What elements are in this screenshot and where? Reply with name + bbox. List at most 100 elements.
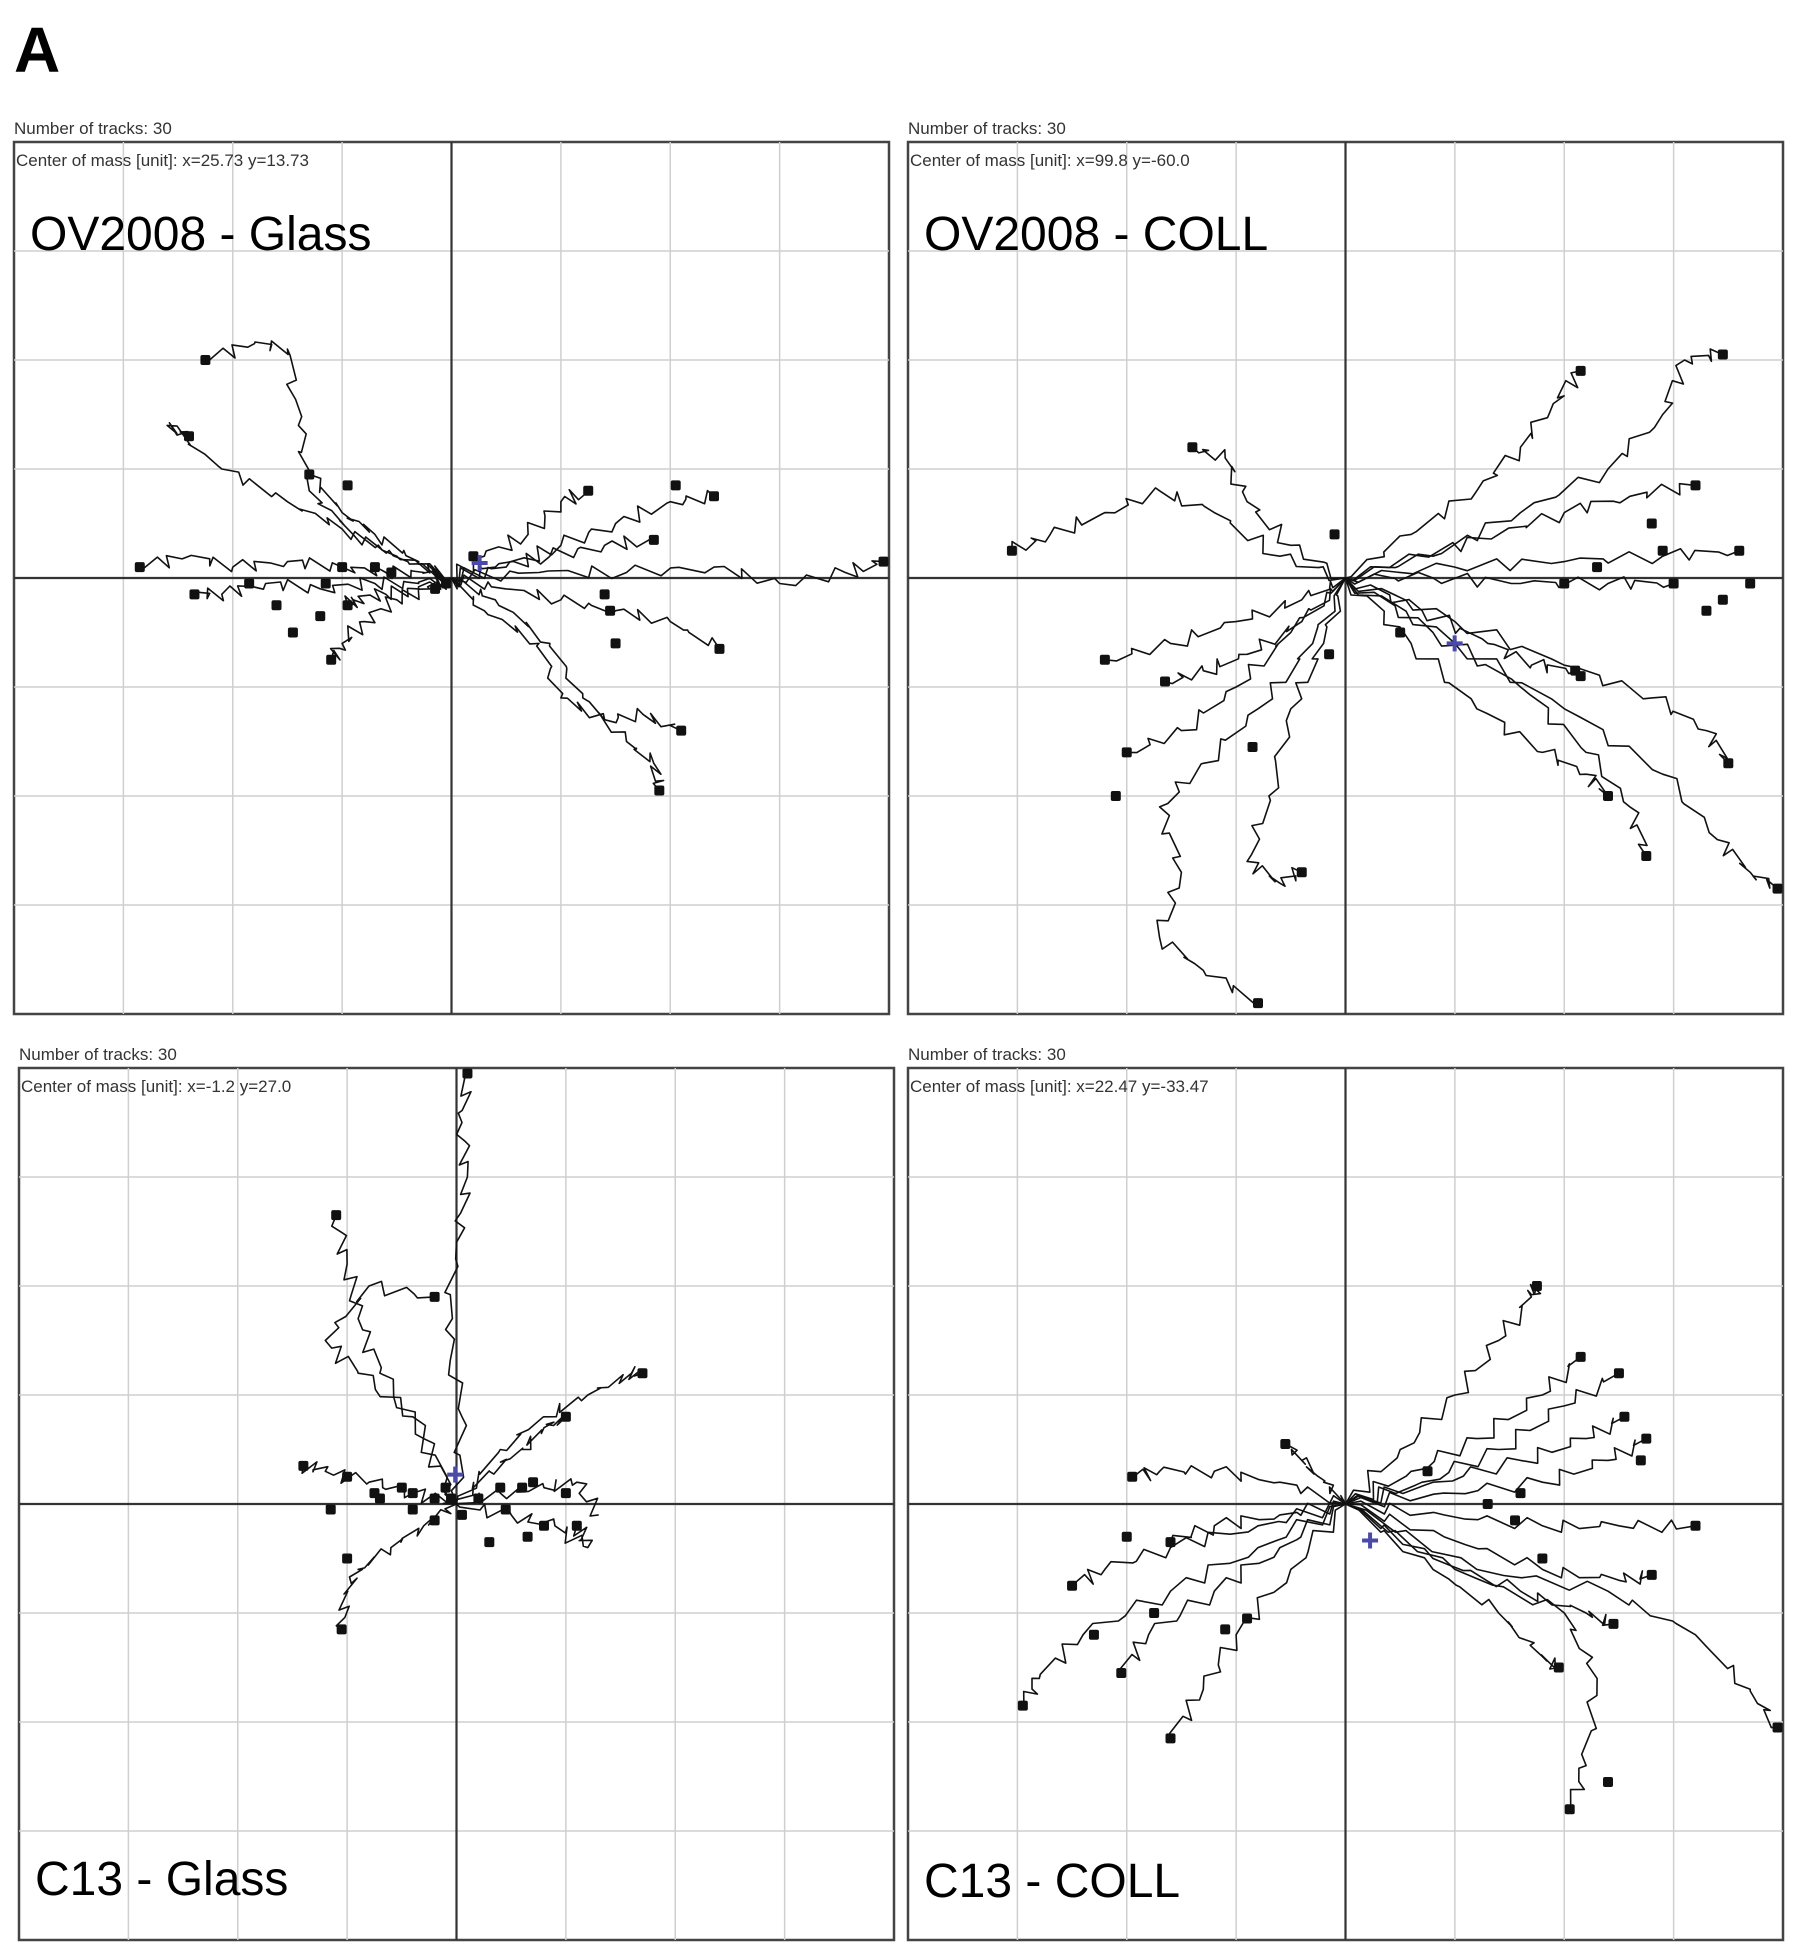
tracks-count-label: Number of tracks: 30: [19, 1045, 177, 1064]
track-endpoint: [1127, 1471, 1138, 1482]
track-endpoint: [1280, 1439, 1291, 1450]
track-endpoint: [484, 1537, 495, 1548]
track-endpoint: [1329, 529, 1340, 540]
cell-track: [1104, 577, 1346, 662]
cell-track: [1282, 1441, 1347, 1505]
tracks-count-label: Number of tracks: 30: [908, 119, 1066, 138]
track-endpoint: [522, 1531, 533, 1542]
track-plot-panel: Number of tracks: 30 Center of mass [unit…: [12, 119, 891, 1016]
track-endpoint: [1187, 442, 1198, 453]
track-endpoint: [1646, 518, 1657, 529]
track-endpoint: [1088, 1629, 1099, 1640]
cell-track: [1344, 577, 1648, 857]
track-endpoint: [1668, 578, 1679, 589]
cell-track: [1345, 348, 1724, 582]
track-endpoint: [1745, 578, 1756, 589]
panel-title: C13 - Glass: [35, 1853, 288, 1906]
panel-title: OV2008 - COLL: [924, 208, 1268, 261]
track-endpoint: [1613, 1368, 1624, 1379]
panel-letter: A: [14, 14, 60, 86]
panel-title: OV2008 - Glass: [30, 208, 371, 261]
center-of-mass-label: Center of mass [unit]: x=22.47 y=-33.47: [910, 1077, 1209, 1096]
center-of-mass-label: Center of mass [unit]: x=99.8 y=-60.0: [910, 151, 1190, 170]
cell-track: [451, 489, 715, 583]
cell-track: [1345, 1503, 1614, 1627]
track-endpoint: [500, 1504, 511, 1515]
track-endpoint: [1772, 1722, 1783, 1733]
track-endpoint: [1017, 1700, 1028, 1711]
track-endpoint: [560, 1411, 571, 1422]
track-endpoint: [637, 1368, 648, 1379]
track-endpoint: [1641, 1433, 1652, 1444]
track-endpoint: [342, 1471, 353, 1482]
cell-track: [1022, 1503, 1346, 1709]
track-endpoint: [1482, 1499, 1493, 1509]
cell-track: [1344, 577, 1729, 764]
track-endpoint: [298, 1460, 309, 1471]
cell-track: [450, 577, 682, 732]
cell-track: [1344, 1283, 1542, 1505]
track-endpoint: [396, 1482, 407, 1493]
track-endpoint: [676, 725, 687, 736]
track-endpoint: [1734, 545, 1745, 556]
track-endpoint: [1220, 1624, 1231, 1635]
track-endpoint: [670, 480, 681, 491]
track-endpoint: [456, 1509, 467, 1520]
track-endpoint: [200, 355, 211, 365]
track-endpoint: [1395, 627, 1406, 638]
track-endpoint: [342, 480, 353, 491]
track-endpoint: [304, 469, 315, 480]
track-endpoint: [560, 1488, 571, 1499]
cell-track: [1191, 446, 1346, 580]
track-endpoint: [1165, 1537, 1176, 1548]
track-endpoint: [1165, 1733, 1176, 1744]
track-endpoint: [539, 1520, 549, 1531]
panel-title: C13 - COLL: [924, 1855, 1180, 1908]
cell-track: [1070, 1502, 1346, 1587]
track-endpoint: [1242, 1613, 1253, 1624]
track-endpoint: [1608, 1618, 1619, 1629]
cell-track: [309, 473, 452, 582]
track-endpoint: [189, 589, 200, 600]
cell-track: [324, 1280, 458, 1505]
track-endpoint: [407, 1504, 418, 1515]
panels: Number of tracks: 30 Center of mass [unit…: [12, 119, 1785, 1942]
track-endpoint: [1564, 1804, 1575, 1815]
track-endpoint: [599, 589, 610, 600]
track-endpoint: [1657, 545, 1668, 556]
track-endpoint: [1646, 1569, 1657, 1580]
cell-track: [1345, 547, 1740, 584]
track-endpoint: [1603, 791, 1613, 801]
cell-track: [1345, 1416, 1625, 1505]
track-endpoint: [1690, 480, 1701, 491]
track-endpoint: [462, 1068, 473, 1079]
cell-track: [1169, 1500, 1346, 1543]
cell-track: [344, 574, 453, 610]
track-endpoint: [320, 578, 331, 589]
track-plot-panel: Number of tracks: 30 Center of mass [unit…: [906, 1045, 1785, 1942]
cell-track: [1344, 577, 1609, 797]
cell-track: [193, 572, 453, 602]
track-endpoint: [429, 1291, 440, 1302]
track-endpoint: [1772, 883, 1783, 894]
track-endpoint: [1575, 1351, 1586, 1362]
cell-track: [444, 1072, 472, 1505]
cell-track: [1126, 577, 1347, 754]
cell-track: [1156, 577, 1347, 1004]
track-endpoint: [605, 605, 616, 616]
track-endpoint: [1641, 850, 1652, 861]
track-endpoint: [1553, 1662, 1564, 1673]
track-endpoint: [1515, 1488, 1526, 1499]
track-endpoint: [1575, 671, 1586, 682]
track-plot-panel: Number of tracks: 30 Center of mass [unit…: [17, 1045, 896, 1942]
cell-track: [455, 1413, 567, 1505]
track-endpoint: [1559, 578, 1570, 589]
track-endpoint: [1717, 349, 1728, 360]
track-endpoint: [583, 485, 594, 496]
track-endpoint: [369, 1488, 380, 1499]
cell-track: [1118, 1503, 1346, 1674]
track-endpoint: [473, 1493, 484, 1504]
cell-track: [1345, 571, 1674, 591]
track-endpoint: [315, 611, 326, 622]
track-endpoint: [714, 643, 725, 654]
